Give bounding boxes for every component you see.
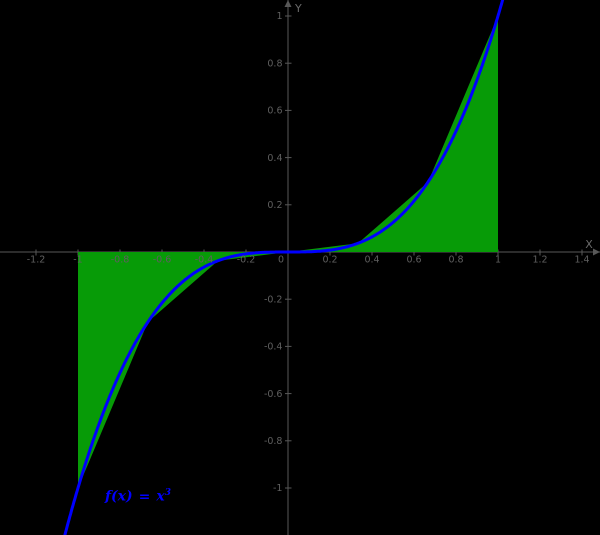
trapezoid: [428, 16, 498, 252]
x-axis-label: X: [585, 238, 593, 251]
tick-labels: -1.2 -1 -0.8 -0.6 -0.4 -0.2 0 0.2 0.4 0.6 0.8 1 1.2 1…: [27, 11, 590, 494]
x-tick-label: -0.8: [111, 254, 130, 265]
y-tick-label: -0.2: [264, 294, 283, 305]
y-tick-label: 0.4: [267, 153, 282, 164]
function-label-exponent: 3: [164, 488, 171, 498]
y-tick-label: 1: [276, 11, 282, 22]
x-tick-label: 1: [495, 254, 501, 265]
x-tick-label: -0.2: [237, 254, 256, 265]
x-tick-label: 0: [278, 254, 284, 265]
curve-path: [63, 0, 505, 535]
function-label-lhs: f(x): [105, 488, 133, 505]
y-tick-label: -0.6: [264, 389, 283, 400]
x-tick-label: 0.2: [322, 254, 337, 265]
x-tick-label: -0.6: [153, 254, 172, 265]
x-axis-arrow-icon: [593, 248, 600, 256]
y-tick-label: 0.8: [267, 58, 282, 69]
function-label-base: x: [156, 488, 165, 505]
function-curve: [63, 0, 505, 535]
function-label-equals: =: [138, 488, 151, 505]
y-tick-label: -0.8: [264, 436, 283, 447]
x-tick-label: -1: [73, 254, 82, 265]
x-tick-label: 1.4: [574, 254, 589, 265]
x-tick-label: -0.4: [195, 254, 214, 265]
trapezoid-area: [78, 16, 498, 488]
x-tick-label: -1.2: [27, 254, 46, 265]
y-tick-label: -1: [273, 483, 282, 494]
x-tick-label: 0.8: [448, 254, 463, 265]
y-axis-label: Y: [294, 2, 302, 15]
x-tick-label: 0.6: [406, 254, 421, 265]
function-label: f(x) = x3: [105, 489, 171, 505]
x-tick-label: 1.2: [532, 254, 547, 265]
y-tick-label: 0.2: [267, 200, 282, 211]
trapezoid: [78, 252, 148, 488]
y-tick-label: -0.4: [264, 342, 283, 353]
y-tick-label: 0.6: [267, 106, 282, 117]
trapezoid: [358, 182, 428, 252]
x-tick-label: 0.4: [364, 254, 379, 265]
y-axis-arrow-icon: [284, 0, 292, 7]
